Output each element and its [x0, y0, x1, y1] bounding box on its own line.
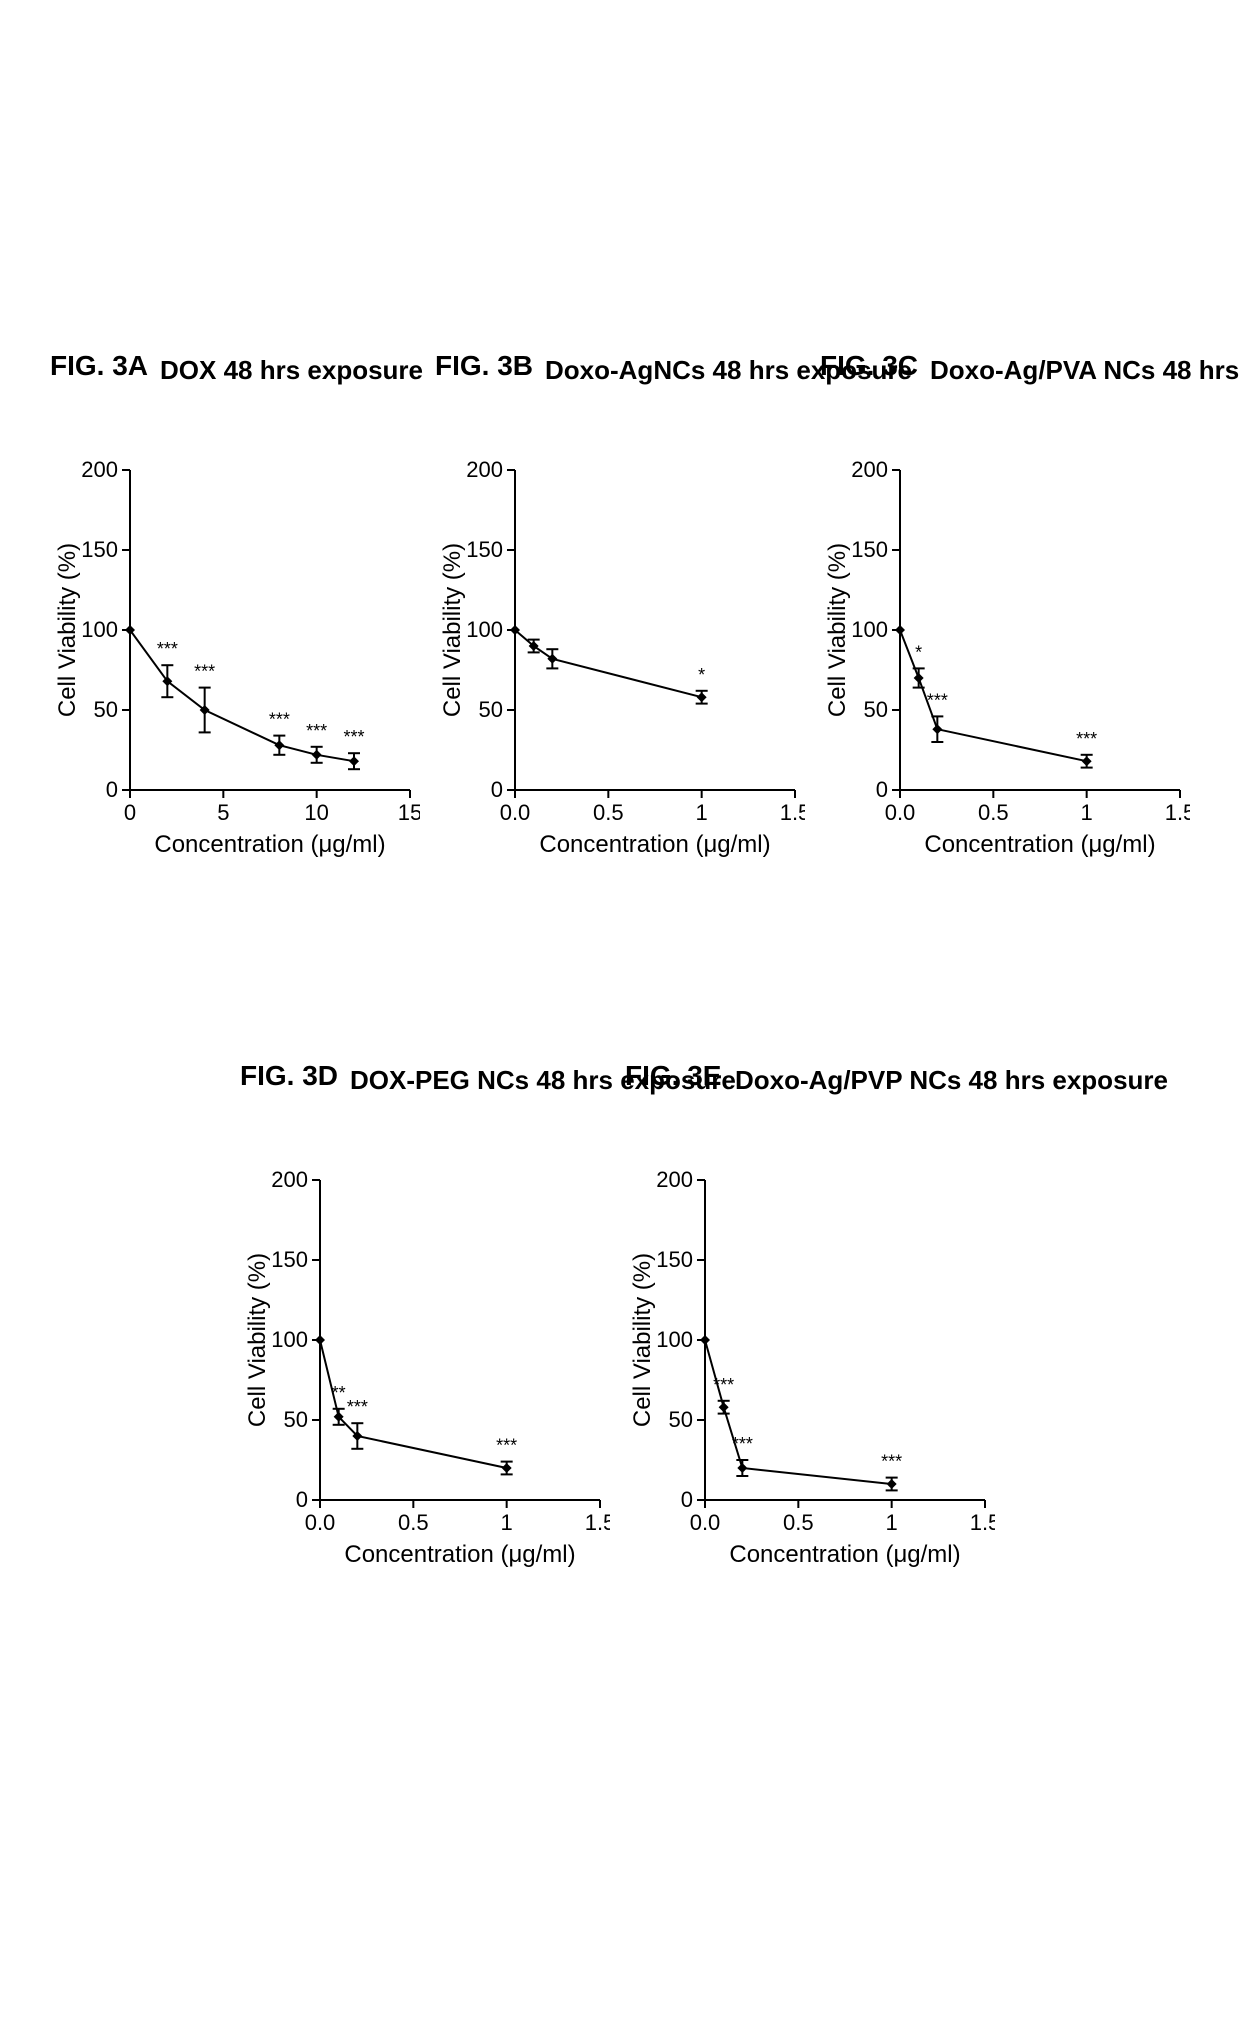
fig-label-E: FIG. 3E — [625, 1060, 721, 1092]
svg-text:150: 150 — [81, 537, 118, 562]
significance-marker: *** — [343, 727, 364, 747]
significance-marker: *** — [732, 1434, 753, 1454]
svg-text:1: 1 — [886, 1510, 898, 1535]
significance-marker: ** — [332, 1383, 346, 1403]
svg-text:100: 100 — [851, 617, 888, 642]
significance-marker: *** — [157, 639, 178, 659]
svg-text:50: 50 — [864, 697, 888, 722]
chart-title-C: Doxo-Ag/PVA NCs 48 hrs exposure — [930, 355, 1240, 386]
panel-A: FIG. 3A DOX 48 hrs exposure 0 50 100 150 200 0 5… — [50, 350, 420, 910]
svg-text:0: 0 — [106, 777, 118, 802]
svg-text:0.0: 0.0 — [500, 800, 531, 825]
svg-text:50: 50 — [94, 697, 118, 722]
significance-marker: *** — [194, 662, 215, 682]
significance-marker: *** — [1076, 729, 1097, 749]
svg-text:50: 50 — [479, 697, 503, 722]
y-axis-label: Cell Viability (%) — [439, 543, 466, 717]
svg-text:1.5: 1.5 — [970, 1510, 995, 1535]
significance-marker: *** — [306, 721, 327, 741]
svg-text:100: 100 — [81, 617, 118, 642]
significance-marker: *** — [347, 1397, 368, 1417]
svg-text:200: 200 — [271, 1167, 308, 1192]
x-axis-label: Concentration (μg/ml) — [539, 831, 770, 858]
chart-title-E: Doxo-Ag/PVP NCs 48 hrs exposure — [735, 1065, 1168, 1096]
svg-text:150: 150 — [466, 537, 503, 562]
figure-page: FIG. 3ADOX 48 hrs exposure05010015020005… — [0, 0, 1240, 2040]
svg-text:1: 1 — [1081, 800, 1093, 825]
chart-E: 0 50 100 150 200 0.0 0.5 1 1.5 Cell Viability (%)… — [625, 1060, 995, 1620]
svg-text:0.0: 0.0 — [305, 1510, 336, 1535]
svg-text:1.5: 1.5 — [585, 1510, 610, 1535]
chart-D: 0 50 100 150 200 0.0 0.5 1 1.5 Cell Viability (%)… — [240, 1060, 610, 1620]
x-axis-label: Concentration (μg/ml) — [729, 1541, 960, 1568]
svg-text:100: 100 — [466, 617, 503, 642]
svg-text:50: 50 — [669, 1407, 693, 1432]
svg-text:200: 200 — [466, 457, 503, 482]
x-axis-label: Concentration (μg/ml) — [924, 831, 1155, 858]
svg-text:200: 200 — [851, 457, 888, 482]
significance-marker: *** — [713, 1375, 734, 1395]
svg-text:0.5: 0.5 — [593, 800, 624, 825]
svg-text:150: 150 — [656, 1247, 693, 1272]
svg-text:1: 1 — [696, 800, 708, 825]
svg-text:10: 10 — [304, 800, 328, 825]
svg-text:100: 100 — [271, 1327, 308, 1352]
significance-marker: * — [698, 665, 705, 685]
svg-text:0.0: 0.0 — [690, 1510, 721, 1535]
svg-text:1: 1 — [501, 1510, 513, 1535]
svg-text:15: 15 — [398, 800, 420, 825]
significance-marker: *** — [269, 710, 290, 730]
fig-label-A: FIG. 3A — [50, 350, 148, 382]
x-axis-label: Concentration (μg/ml) — [154, 831, 385, 858]
svg-text:0: 0 — [681, 1487, 693, 1512]
svg-text:1.5: 1.5 — [780, 800, 805, 825]
significance-marker: * — [915, 642, 922, 662]
y-axis-label: Cell Viability (%) — [629, 1253, 656, 1427]
svg-text:1.5: 1.5 — [1165, 800, 1190, 825]
svg-text:5: 5 — [217, 800, 229, 825]
x-axis-label: Concentration (μg/ml) — [344, 1541, 575, 1568]
chart-A: 0 50 100 150 200 0 5 10 15 Cell Viability (%) Conc… — [50, 350, 420, 910]
svg-text:0: 0 — [876, 777, 888, 802]
svg-text:0.5: 0.5 — [783, 1510, 814, 1535]
svg-text:200: 200 — [656, 1167, 693, 1192]
chart-title-A: DOX 48 hrs exposure — [160, 355, 423, 386]
chart-C: 0 50 100 150 200 0.0 0.5 1 1.5 Cell Viability (%)… — [820, 350, 1190, 910]
panel-B: FIG. 3BDoxo-AgNCs 48 hrs exposure0501001… — [435, 350, 805, 910]
svg-text:0: 0 — [296, 1487, 308, 1512]
series-line — [515, 630, 702, 697]
panel-C: FIG. 3CDoxo-Ag/PVA NCs 48 hrs exposure05… — [820, 350, 1190, 910]
svg-text:0: 0 — [124, 800, 136, 825]
y-axis-label: Cell Viability (%) — [54, 543, 81, 717]
y-axis-label: Cell Viability (%) — [244, 1253, 271, 1427]
panel-D: FIG. 3DDOX-PEG NCs 48 hrs exposure050100… — [240, 1060, 610, 1620]
svg-text:0: 0 — [491, 777, 503, 802]
panel-E: FIG. 3EDoxo-Ag/PVP NCs 48 hrs exposure05… — [625, 1060, 995, 1620]
significance-marker: *** — [496, 1436, 517, 1456]
fig-label-B: FIG. 3B — [435, 350, 533, 382]
fig-label-C: FIG. 3C — [820, 350, 918, 382]
svg-text:0.5: 0.5 — [978, 800, 1009, 825]
svg-text:0.5: 0.5 — [398, 1510, 429, 1535]
svg-text:200: 200 — [81, 457, 118, 482]
fig-label-D: FIG. 3D — [240, 1060, 338, 1092]
svg-text:50: 50 — [284, 1407, 308, 1432]
significance-marker: *** — [927, 690, 948, 710]
series-line — [705, 1340, 892, 1484]
svg-text:0.0: 0.0 — [885, 800, 916, 825]
svg-text:150: 150 — [271, 1247, 308, 1272]
svg-text:150: 150 — [851, 537, 888, 562]
y-axis-label: Cell Viability (%) — [824, 543, 851, 717]
svg-text:100: 100 — [656, 1327, 693, 1352]
chart-B: 0 50 100 150 200 0.0 0.5 1 1.5 Cell Viability (%)… — [435, 350, 805, 910]
significance-marker: *** — [881, 1452, 902, 1472]
